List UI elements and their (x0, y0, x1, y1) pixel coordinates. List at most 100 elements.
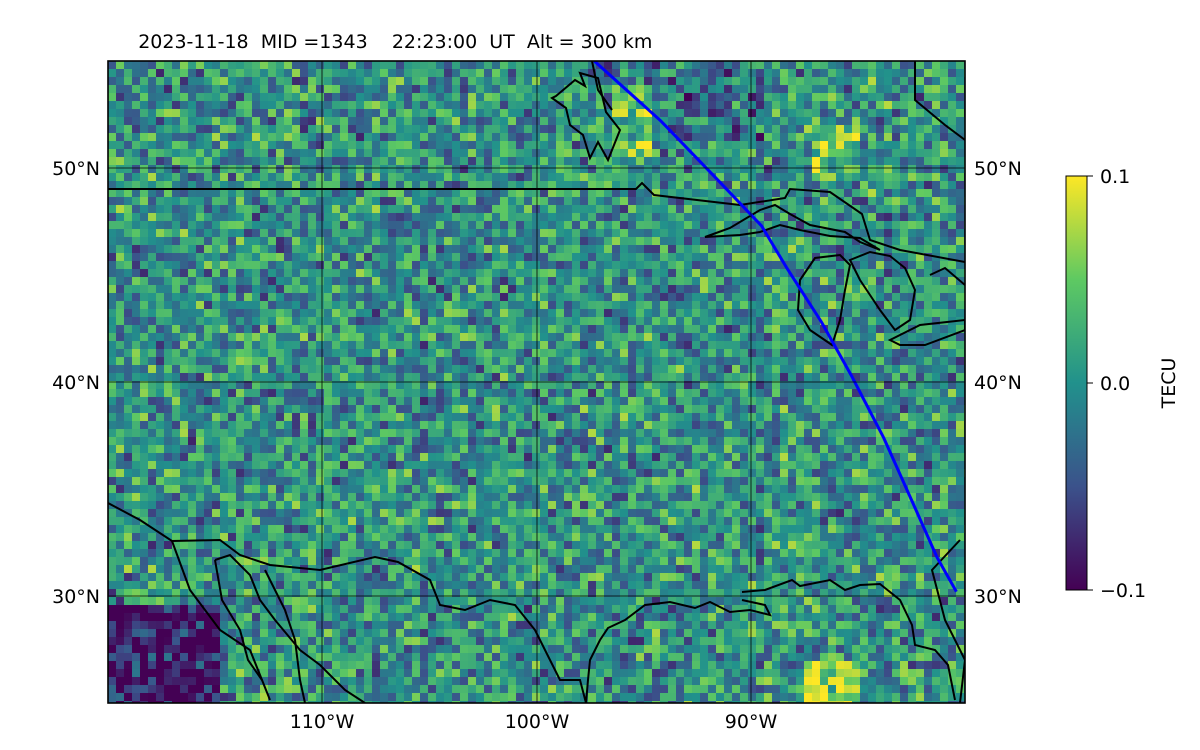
tec-cell (564, 309, 572, 317)
tec-cell (188, 317, 196, 325)
tec-cell (620, 381, 628, 389)
tec-cell (732, 269, 740, 277)
tec-cell (652, 189, 660, 197)
tec-cell (468, 309, 476, 317)
tec-cell (708, 397, 716, 405)
tec-cell (228, 381, 236, 389)
tec-cell (724, 285, 732, 293)
tec-cell (156, 149, 164, 157)
tec-cell (940, 181, 948, 189)
tec-cell (620, 317, 628, 325)
tec-cell (540, 77, 548, 85)
tec-cell (228, 157, 236, 165)
tec-cell (244, 285, 252, 293)
tec-cell (132, 125, 140, 133)
tec-cell (484, 261, 492, 269)
tec-cell (428, 173, 436, 181)
tec-cell (412, 413, 420, 421)
tec-cell (404, 421, 412, 429)
tec-cell (708, 205, 716, 213)
tec-cell (524, 413, 532, 421)
tec-cell (484, 125, 492, 133)
tec-cell (692, 181, 700, 189)
tec-cell (140, 381, 148, 389)
tec-cell (492, 253, 500, 261)
tec-cell (620, 93, 628, 101)
tec-cell (460, 181, 468, 189)
tec-cell (844, 125, 852, 133)
tec-cell (276, 109, 284, 117)
tec-cell (580, 117, 588, 125)
tec-cell (396, 117, 404, 125)
tec-cell (452, 365, 460, 373)
tec-cell (444, 389, 452, 397)
tec-cell (348, 149, 356, 157)
tec-cell (284, 373, 292, 381)
tec-cell (508, 309, 516, 317)
tec-cell (220, 309, 228, 317)
tec-cell (212, 237, 220, 245)
tec-cell (252, 309, 260, 317)
tec-cell (228, 117, 236, 125)
tec-cell (388, 413, 396, 421)
tec-cell (932, 357, 940, 365)
tec-cell (788, 173, 796, 181)
tec-cell (500, 325, 508, 333)
tec-cell (468, 149, 476, 157)
tec-cell (396, 157, 404, 165)
tec-cell (676, 133, 684, 141)
tec-cell (428, 221, 436, 229)
tec-cell (340, 285, 348, 293)
tec-cell (116, 325, 124, 333)
tec-cell (508, 109, 516, 117)
tec-cell (564, 365, 572, 373)
tec-cell (292, 77, 300, 85)
tec-cell (252, 157, 260, 165)
tec-cell (572, 213, 580, 221)
tec-cell (380, 69, 388, 77)
tec-cell (684, 261, 692, 269)
tec-cell (564, 77, 572, 85)
tec-cell (812, 293, 820, 301)
tec-cell (828, 61, 836, 69)
tec-cell (580, 405, 588, 413)
tec-cell (444, 253, 452, 261)
tec-cell (708, 93, 716, 101)
tec-cell (460, 261, 468, 269)
tec-cell (228, 141, 236, 149)
tec-cell (636, 357, 644, 365)
tec-cell (316, 125, 324, 133)
tec-cell (828, 333, 836, 341)
tec-cell (372, 197, 380, 205)
tec-cell (276, 285, 284, 293)
tec-cell (220, 181, 228, 189)
tec-cell (684, 381, 692, 389)
tec-cell (532, 349, 540, 357)
tec-cell (436, 357, 444, 365)
tec-cell (196, 389, 204, 397)
tec-cell (556, 309, 564, 317)
tec-cell (204, 317, 212, 325)
tec-cell (412, 245, 420, 253)
tec-cell (332, 205, 340, 213)
tec-cell (388, 93, 396, 101)
tec-cell (636, 93, 644, 101)
tec-cell (740, 405, 748, 413)
tec-cell (540, 301, 548, 309)
tec-cell (236, 309, 244, 317)
tec-cell (236, 333, 244, 341)
tec-cell (836, 381, 844, 389)
tec-cell (636, 117, 644, 125)
tec-cell (620, 341, 628, 349)
tec-cell (468, 405, 476, 413)
tec-cell (900, 349, 908, 357)
tec-cell (636, 333, 644, 341)
tec-cell (924, 349, 932, 357)
tec-cell (732, 325, 740, 333)
tec-cell (484, 173, 492, 181)
tec-cell (292, 237, 300, 245)
tec-cell (276, 149, 284, 157)
tec-cell (412, 173, 420, 181)
tec-cell (476, 237, 484, 245)
tec-cell (820, 245, 828, 253)
